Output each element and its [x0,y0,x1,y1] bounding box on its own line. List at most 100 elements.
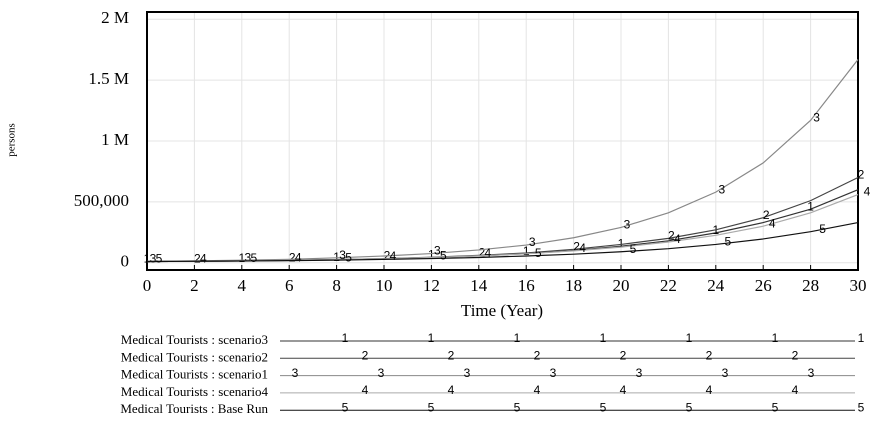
series-marker: 2 [763,208,770,222]
series-marker: 3 [624,218,631,232]
series-marker: 1 [333,250,340,264]
y-tick-label: 1 M [101,130,129,149]
legend-marker: 2 [362,348,369,362]
legend-marker: 4 [792,383,799,397]
legend-marker: 3 [292,366,299,380]
series-marker: 5 [250,251,257,265]
legend-marker: 2 [534,348,541,362]
legend-marker: 5 [772,400,779,414]
legend-marker: 3 [464,366,471,380]
legend-marker: 5 [686,400,693,414]
series-marker: 3 [150,252,157,266]
legend-marker: 5 [428,400,435,414]
legend-marker: 3 [808,366,815,380]
legend-marker: 1 [514,331,521,345]
legend-marker: 2 [706,348,713,362]
legend-marker: 5 [514,400,521,414]
y-tick-label: 1.5 M [88,69,129,88]
x-tick-label: 10 [376,276,393,295]
legend-marker: 5 [600,400,607,414]
legend-marker: 1 [772,331,779,345]
legend-marker: 4 [448,383,455,397]
legend-marker: 2 [620,348,627,362]
legend-marker: 1 [858,331,865,345]
series-marker: 4 [769,216,776,230]
series-marker: 2 [668,229,675,243]
series-marker: 5 [156,252,163,266]
legend-marker: 1 [428,331,435,345]
x-tick-label: 0 [143,276,152,295]
legend-label: Medical Tourists : scenario3 [121,332,268,347]
plot-frame [146,11,859,271]
x-tick-label: 16 [518,276,535,295]
series-marker: 2 [194,251,201,265]
series-marker: 4 [674,232,681,246]
legend-marker: 3 [378,366,385,380]
series-marker: 5 [724,235,731,249]
legend-marker: 1 [686,331,693,345]
series-marker: 1 [144,252,151,266]
legend-marker: 2 [448,348,455,362]
legend-marker: 4 [706,383,713,397]
series-marker: 2 [858,168,865,182]
x-tick-label: 30 [850,276,867,295]
series-line [146,59,859,263]
series-marker: 1 [618,236,625,250]
legend-marker: 1 [342,331,349,345]
x-tick-label: 20 [613,276,630,295]
legend-label: Medical Tourists : scenario4 [121,384,269,399]
series-line [146,221,859,263]
legend-label: Medical Tourists : Base Run [120,401,268,416]
legend-marker: 3 [636,366,643,380]
legend-marker: 3 [550,366,557,380]
series-marker: 1 [523,244,530,258]
series-marker: 3 [529,235,536,249]
legend-label: Medical Tourists : scenario1 [121,367,268,382]
series-line [146,176,859,263]
series-marker: 3 [813,110,820,124]
series-marker: 3 [244,250,251,264]
series-marker: 3 [718,182,725,196]
series-marker: 4 [295,251,302,265]
series-marker: 3 [339,248,346,262]
series-marker: 1 [428,248,435,262]
x-tick-label: 4 [238,276,247,295]
x-tick-label: 22 [660,276,677,295]
x-tick-label: 2 [190,276,199,295]
series-marker: 5 [819,222,826,236]
series-marker: 4 [864,185,871,199]
y-tick-label: 500,000 [74,191,129,210]
series-marker: 5 [630,242,637,256]
legend-marker: 4 [534,383,541,397]
series-marker: 5 [535,246,542,260]
y-axis-label: persons [6,123,18,157]
x-tick-label: 14 [470,276,488,295]
series-marker: 4 [200,251,207,265]
series-marker: 4 [484,246,491,260]
series-marker: 4 [390,249,397,263]
series-marker: 5 [440,249,447,263]
legend-marker: 1 [600,331,607,345]
x-tick-label: 28 [802,276,819,295]
legend-marker: 5 [858,400,865,414]
y-tick-label: 2 M [101,8,129,27]
x-tick-label: 18 [565,276,582,295]
x-tick-label: 24 [707,276,725,295]
series-marker: 5 [345,250,352,264]
series-marker: 2 [289,251,296,265]
x-tick-label: 8 [332,276,341,295]
legend-label: Medical Tourists : scenario2 [121,349,268,364]
y-tick-label: 0 [121,252,130,271]
x-tick-label: 26 [755,276,772,295]
legend-marker: 4 [620,383,627,397]
series-marker: 2 [573,239,580,253]
legend-marker: 4 [362,383,369,397]
x-axis-label: Time (Year) [461,301,543,320]
series-marker: 1 [807,199,814,213]
series-marker: 2 [478,246,485,260]
series-marker: 4 [579,241,586,255]
series-marker: 1 [238,251,245,265]
x-tick-label: 6 [285,276,294,295]
legend-marker: 2 [792,348,799,362]
